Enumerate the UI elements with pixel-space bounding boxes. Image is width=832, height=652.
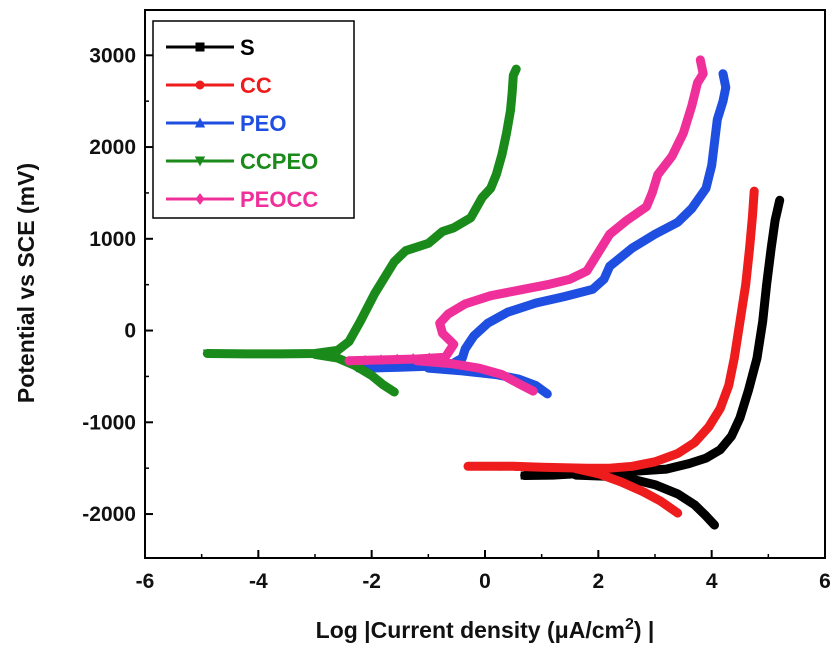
data-point-ccpeo	[202, 349, 212, 359]
data-point-cc	[464, 462, 472, 471]
data-point-ccpeo	[220, 349, 230, 359]
data-point-ccpeo	[292, 349, 302, 359]
y-tick-label: 2000	[89, 136, 136, 159]
data-point-s	[557, 469, 566, 478]
legend-swatch-marker	[194, 156, 206, 167]
x-tick-label: -2	[362, 570, 381, 593]
data-point-s	[532, 470, 541, 479]
data-point-ccpeo	[310, 349, 320, 359]
data-point-peocc	[361, 355, 370, 366]
series-line-peocc-anodic	[344, 55, 708, 366]
legend-label: PEOCC	[240, 187, 318, 212]
data-point-peo	[385, 362, 396, 371]
series-line-s-cathodic	[571, 470, 719, 530]
series-s	[520, 195, 785, 530]
y-tick-label: 3000	[89, 44, 136, 67]
legend-item-peocc: PEOCC	[166, 187, 318, 212]
x-tick-label: 0	[479, 570, 491, 593]
data-point-peocc	[393, 353, 402, 365]
legend-item-ccpeo: CCPEO	[166, 149, 318, 174]
data-point-cc	[544, 463, 553, 472]
data-point-peocc	[345, 355, 353, 367]
series-peocc	[344, 55, 708, 396]
legend-swatch-marker	[194, 117, 206, 128]
x-axis-title: Log |Current density (μA/cm2) |	[316, 616, 655, 643]
series-cc	[463, 186, 759, 518]
data-point-ccpeo	[274, 349, 284, 359]
data-point-peo	[401, 361, 411, 371]
legend-label: CC	[240, 73, 272, 98]
x-tick-label: 4	[706, 570, 718, 593]
data-point-s	[520, 471, 529, 480]
data-point-ccpeo	[238, 349, 248, 359]
axis-ticks: -6 -4 -2 0 2 4 6 -2000 -1000 0 1000 2000 3000	[82, 44, 831, 593]
legend-swatch-marker	[195, 193, 205, 205]
legend-item-cc: CC	[166, 73, 272, 98]
legend-swatch-marker	[195, 80, 205, 90]
series-peo	[355, 69, 731, 399]
legend-label: CCPEO	[240, 149, 318, 174]
legend-label: PEO	[240, 111, 286, 136]
data-point-cc	[480, 462, 489, 471]
series-line-peocc-cathodic	[412, 356, 538, 396]
series-line-peo-anodic	[355, 69, 731, 373]
legend-item-peo: PEO	[166, 111, 286, 136]
data-point-peocc	[441, 351, 450, 363]
data-point-cc	[528, 463, 537, 472]
series-layer	[202, 55, 785, 530]
legend-item-s: S	[166, 35, 255, 60]
series-line-cc-cathodic	[571, 464, 683, 518]
data-point-peocc	[377, 354, 386, 365]
series-ccpeo	[202, 64, 521, 397]
y-tick-label: -2000	[82, 503, 136, 526]
legend-box	[152, 20, 355, 219]
x-tick-label: 6	[819, 570, 831, 593]
data-point-peocc	[425, 352, 434, 363]
data-point-s	[545, 470, 554, 479]
legend-label: S	[240, 35, 255, 60]
y-tick-label: 1000	[89, 228, 136, 251]
data-point-ccpeo	[256, 349, 266, 359]
data-point-cc	[496, 462, 505, 471]
data-point-s	[569, 469, 578, 478]
data-point-peo	[370, 362, 381, 372]
x-tick-label: 2	[592, 570, 604, 593]
series-line-ccpeo-cathodic	[310, 349, 399, 397]
y-tick-label: -1000	[82, 411, 136, 434]
series-line-ccpeo-anodic	[202, 64, 521, 359]
data-point-cc	[560, 463, 569, 472]
y-axis-title: Potential vs SCE (mV)	[13, 163, 39, 403]
x-tick-label: -4	[249, 570, 268, 593]
data-point-peocc	[409, 353, 418, 364]
legend-swatch-marker	[195, 42, 205, 52]
x-tick-label: -6	[136, 570, 155, 593]
y-tick-label: 0	[124, 320, 136, 343]
data-point-cc	[512, 463, 521, 472]
